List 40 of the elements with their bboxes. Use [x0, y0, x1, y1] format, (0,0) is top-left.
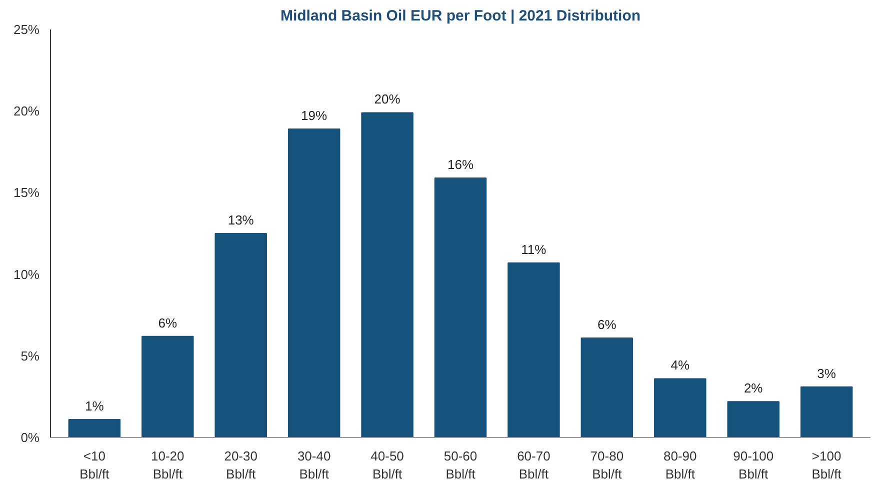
bar	[434, 178, 487, 438]
data-label: 13%	[228, 212, 254, 228]
data-label: 20%	[374, 92, 401, 107]
x-tick-label: 80-90 Bbl/ft	[664, 448, 697, 482]
bar	[288, 128, 340, 438]
y-tick-label: 15%	[13, 185, 40, 200]
bar	[68, 419, 121, 438]
bar	[800, 386, 853, 438]
data-label: 6%	[598, 316, 617, 332]
x-tick-label: 50-60 Bbl/ft	[444, 448, 478, 482]
x-tick-label: 70-80 Bbl/ft	[590, 448, 624, 482]
x-tick-label: 90-100 Bbl/ft	[733, 448, 774, 482]
data-label: 19%	[301, 108, 328, 124]
bar	[508, 262, 560, 438]
bar	[654, 378, 706, 438]
data-label: 4%	[670, 358, 690, 373]
bar	[361, 112, 414, 438]
data-label: 11%	[521, 242, 547, 257]
bar	[142, 336, 194, 438]
x-tick-label: 40-50 Bbl/ft	[370, 448, 404, 482]
y-tick-label: 5%	[20, 348, 40, 364]
bar	[727, 401, 780, 438]
bar	[214, 233, 267, 438]
x-tick-label: 60-70 Bbl/ft	[517, 448, 550, 482]
bar	[580, 337, 634, 438]
y-tick-label: 0%	[20, 430, 40, 445]
data-label: 16%	[447, 157, 474, 172]
y-tick-label: 20%	[13, 104, 40, 119]
chart-title: Midland Basin Oil EUR per Foot | 2021 Distribution	[280, 8, 641, 24]
x-tick-label: 20-30 Bbl/ft	[224, 448, 258, 482]
x-tick-label: >100 Bbl/ft	[812, 448, 842, 482]
data-label: 2%	[744, 380, 764, 396]
y-tick-label: 25%	[13, 22, 40, 37]
y-tick-label: 10%	[13, 266, 40, 282]
data-label: 6%	[158, 315, 178, 330]
data-label: 1%	[85, 398, 104, 414]
data-label: 3%	[817, 366, 836, 381]
x-tick-label: 30-40 Bbl/ft	[297, 448, 331, 482]
x-tick-label: <10 Bbl/ft	[80, 448, 110, 482]
x-tick-label: 10-20 Bbl/ft	[151, 448, 184, 482]
